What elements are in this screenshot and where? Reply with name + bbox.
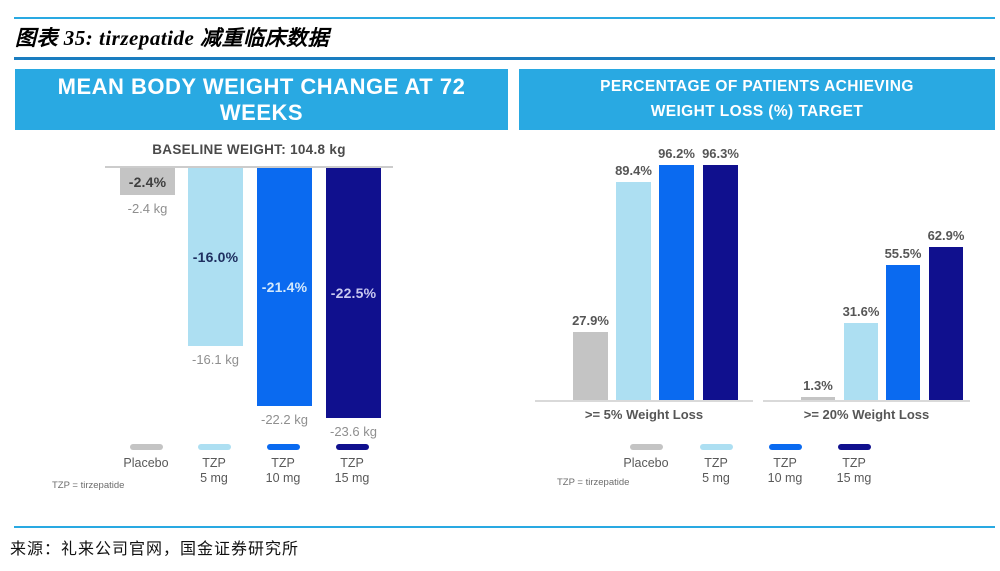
legend-item-placebo: Placebo <box>106 444 186 471</box>
left-bar-kg-label: -22.2 kg <box>261 412 308 427</box>
legend-label: 15 mg <box>836 470 872 485</box>
legend-swatch-tzp-10-mg <box>768 444 802 450</box>
right-bar-tzp-15-mg-group1 <box>703 165 738 400</box>
right-bar-placebo-group1 <box>573 332 608 400</box>
right-bar-value-label: 31.6% <box>842 304 880 319</box>
left-bar-kg-label: -2.4 kg <box>127 201 168 216</box>
left-chart-title: MEAN BODY WEIGHT CHANGE AT 72 WEEKS <box>57 73 466 125</box>
left-bar-tzp-10-mg: -21.4% <box>257 168 312 406</box>
legend-swatch-tzp-5-mg <box>197 444 231 450</box>
legend-swatch-tzp-15-mg <box>335 444 369 450</box>
legend-label: TZP <box>773 456 797 470</box>
right-bar-tzp-10-mg-group2 <box>886 265 920 400</box>
legend-label: 10 mg <box>265 470 301 485</box>
legend-label: TZP <box>340 456 364 470</box>
left-bar-tzp-15-mg: -22.5% <box>326 168 381 418</box>
left-chart-legend: Placebo TZP 5 mg TZP 10 mg TZP 15 mg <box>0 444 1000 504</box>
legend-swatch-tzp-10-mg <box>266 444 300 450</box>
right-chart-legend: Placebo TZP 5 mg TZP 10 mg TZP 15 mg <box>0 444 1000 504</box>
right-bar-value-label: 1.3% <box>803 378 833 393</box>
legend-label: TZP <box>842 456 866 470</box>
left-bar-value-label: -22.5% <box>330 285 377 301</box>
right-group-label-2: >= 20% Weight Loss <box>803 407 930 422</box>
right-bar-tzp-10-mg-group1 <box>659 165 694 400</box>
legend-label: TZP <box>704 456 728 470</box>
legend-item-tzp-5-mg: TZP 5 mg <box>676 444 756 486</box>
left-bar-value-label: -21.4% <box>261 279 308 295</box>
right-bar-value-label: 89.4% <box>615 163 652 178</box>
baseline-weight-label: BASELINE WEIGHT: 104.8 kg <box>152 142 346 157</box>
legend-swatch-tzp-5-mg <box>699 444 733 450</box>
right-chart-title-line2: WEIGHT LOSS (%) TARGET <box>650 102 864 120</box>
legend-item-tzp-10-mg: TZP 10 mg <box>243 444 323 486</box>
left-bar-placebo: -2.4% <box>120 168 175 195</box>
top-accent-line <box>14 17 995 19</box>
legend-swatch-placebo <box>129 444 163 450</box>
right-bar-value-label: 55.5% <box>884 246 922 261</box>
legend-label: TZP <box>202 456 226 470</box>
source-line: 来源：礼来公司官网，国金证券研究所 <box>10 541 300 558</box>
bottom-accent-line <box>14 526 995 528</box>
legend-swatch-placebo <box>629 444 663 450</box>
right-chart-header: PERCENTAGE OF PATIENTS ACHIEVING WEIGHT … <box>519 69 995 130</box>
left-bar-kg-label: -23.6 kg <box>330 424 377 439</box>
right-bar-placebo-group2 <box>801 397 835 400</box>
legend-label: Placebo <box>623 456 669 470</box>
right-axis-group1 <box>535 400 753 402</box>
right-bar-tzp-5-mg-group1 <box>616 182 651 400</box>
right-bar-value-label: 27.9% <box>572 313 609 328</box>
legend-label: 5 mg <box>200 470 228 485</box>
left-bar-value-label: -2.4% <box>128 173 167 190</box>
legend-label: TZP <box>271 456 295 470</box>
right-bar-value-label: 96.2% <box>658 146 695 161</box>
legend-label: 10 mg <box>767 470 803 485</box>
right-chart-title-line1: PERCENTAGE OF PATIENTS ACHIEVING <box>600 78 914 96</box>
figure-title: 图表 35: tirzepatide 减重临床数据 <box>15 26 330 50</box>
right-bar-value-label: 62.9% <box>927 228 965 243</box>
left-chart-footnote: TZP = tirzepatide <box>52 480 125 491</box>
right-group-label-1: >= 5% Weight Loss <box>584 407 704 422</box>
right-bar-tzp-15-mg-group2 <box>929 247 963 400</box>
right-axis-group2 <box>763 400 970 402</box>
legend-item-tzp-5-mg: TZP 5 mg <box>174 444 254 486</box>
legend-item-tzp-15-mg: TZP 15 mg <box>814 444 894 486</box>
left-chart-header: MEAN BODY WEIGHT CHANGE AT 72 WEEKS <box>15 69 508 130</box>
left-bar-value-label: -16.0% <box>192 249 239 265</box>
legend-item-tzp-15-mg: TZP 15 mg <box>312 444 392 486</box>
legend-item-tzp-10-mg: TZP 10 mg <box>745 444 825 486</box>
right-bar-tzp-5-mg-group2 <box>844 323 878 400</box>
right-chart-footnote: TZP = tirzepatide <box>557 477 630 488</box>
legend-swatch-tzp-15-mg <box>837 444 871 450</box>
legend-item-placebo: Placebo <box>606 444 686 471</box>
title-underline <box>14 57 995 60</box>
left-bar-kg-label: -16.1 kg <box>192 352 239 367</box>
legend-label: 15 mg <box>334 470 370 485</box>
legend-label: Placebo <box>123 456 169 470</box>
right-bar-value-label: 96.3% <box>702 146 739 161</box>
legend-label: 5 mg <box>702 470 730 485</box>
left-bar-tzp-5-mg: -16.0% <box>188 168 243 346</box>
left-baseline-axis <box>105 166 393 168</box>
